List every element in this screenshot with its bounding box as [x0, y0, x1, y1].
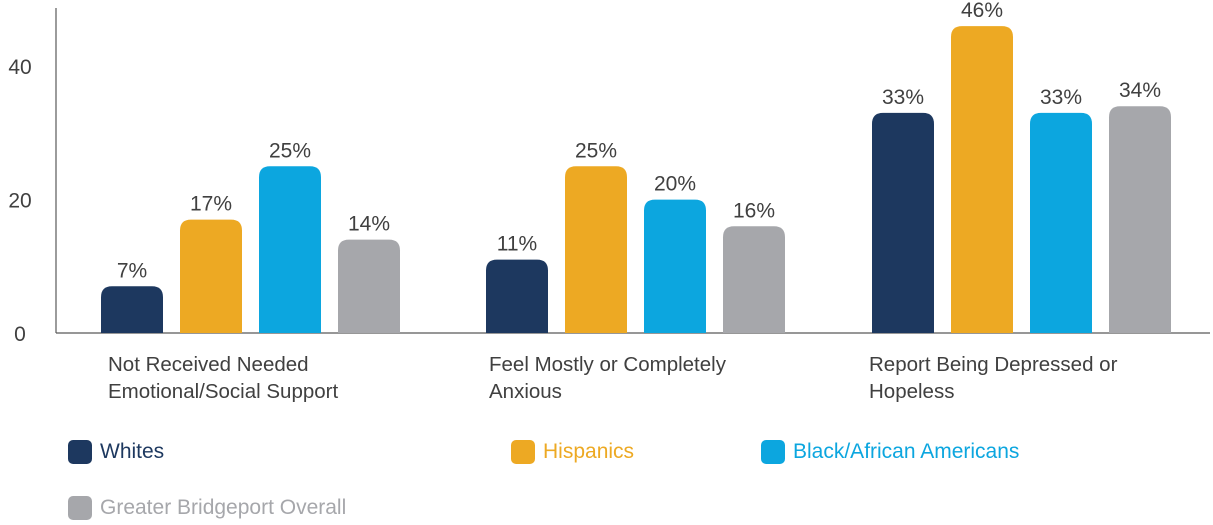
- category-label-not-received-needed-emotional-social-support: Not Received Needed Emotional/Social Supp…: [108, 353, 338, 403]
- bar-chart: 0 20 40 7% 17% 25% 14% 11% 25% 20% 16% 33% 46% 33% 34…: [8, 0, 1210, 403]
- bar-group-report-being-depressed-or-hopeless: 33% 46% 33% 34%: [872, 0, 1171, 334]
- value-label-greater-bridgeport-overall-1: 14%: [348, 213, 390, 236]
- bar-hispanics-3: [951, 26, 1013, 334]
- bar-groups: 7% 17% 25% 14% 11% 25% 20% 16% 33% 46% 33% 34%: [101, 0, 1171, 334]
- bar-black-african-americans-3: [1030, 112, 1092, 333]
- value-label-hispanics-3: 46%: [961, 0, 1003, 22]
- value-label-whites-3: 33%: [882, 86, 924, 109]
- value-label-black-african-americans-3: 33%: [1040, 86, 1082, 109]
- value-label-greater-bridgeport-overall-3: 34%: [1119, 79, 1161, 102]
- y-tick-label-0: 0: [14, 323, 26, 346]
- bar-hispanics-2: [565, 166, 627, 333]
- bar-whites-3: [872, 112, 934, 333]
- category-labels: Not Received Needed Emotional/Social Supp…: [108, 353, 1118, 403]
- y-tick-labels: 0 20 40: [8, 56, 31, 346]
- category-label-report-being-depressed-or-hopeless: Report Being Depressed or Hopeless: [869, 353, 1118, 403]
- legend-item-whites: Whites: [68, 440, 164, 464]
- legend-swatch-hispanics: [511, 440, 535, 464]
- y-tick-label-20: 20: [8, 190, 31, 213]
- value-label-hispanics-2: 25%: [575, 139, 617, 162]
- category-label-feel-mostly-or-completely-anxious: Feel Mostly or Completely Anxious: [489, 353, 727, 403]
- bar-whites-1: [101, 286, 163, 333]
- bar-greater-bridgeport-overall-3: [1109, 106, 1171, 333]
- value-label-greater-bridgeport-overall-2: 16%: [733, 199, 775, 222]
- legend-swatch-greater-bridgeport-overall: [68, 496, 92, 520]
- legend: Whites Hispanics Black/African Americans…: [68, 428, 1208, 525]
- bar-whites-2: [486, 259, 548, 333]
- legend-label-black-african-americans: Black/African Americans: [793, 440, 1020, 463]
- legend-label-whites: Whites: [100, 440, 165, 463]
- value-label-whites-1: 7%: [117, 259, 147, 282]
- value-label-black-african-americans-1: 25%: [269, 139, 311, 162]
- legend-label-greater-bridgeport-overall: Greater Bridgeport Overall: [100, 496, 347, 519]
- bar-greater-bridgeport-overall-2: [723, 226, 785, 333]
- value-label-whites-2: 11%: [497, 233, 537, 256]
- bar-black-african-americans-2: [644, 199, 706, 333]
- legend-label-hispanics: Hispanics: [543, 440, 635, 463]
- legend-swatch-whites: [68, 440, 92, 464]
- legend-item-greater-bridgeport-overall: Greater Bridgeport Overall: [68, 496, 346, 520]
- legend-item-hispanics: Hispanics: [511, 440, 634, 464]
- bar-greater-bridgeport-overall-1: [338, 239, 400, 333]
- bar-group-not-received-needed-emotional-social-support: 7% 17% 25% 14%: [101, 139, 400, 333]
- y-tick-label-40: 40: [8, 56, 31, 79]
- legend-swatch-black-african-americans: [761, 440, 785, 464]
- bar-hispanics-1: [180, 219, 242, 333]
- value-label-hispanics-1: 17%: [190, 193, 232, 216]
- legend-item-black-african-americans: Black/African Americans: [761, 440, 1019, 464]
- value-label-black-african-americans-2: 20%: [654, 173, 696, 196]
- bar-black-african-americans-1: [259, 166, 321, 333]
- bar-group-feel-mostly-or-completely-anxious: 11% 25% 20% 16%: [486, 139, 785, 333]
